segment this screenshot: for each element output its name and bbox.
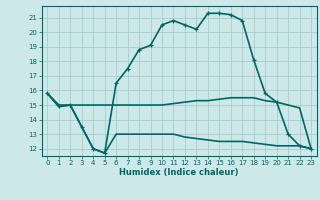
X-axis label: Humidex (Indice chaleur): Humidex (Indice chaleur) (119, 168, 239, 177)
